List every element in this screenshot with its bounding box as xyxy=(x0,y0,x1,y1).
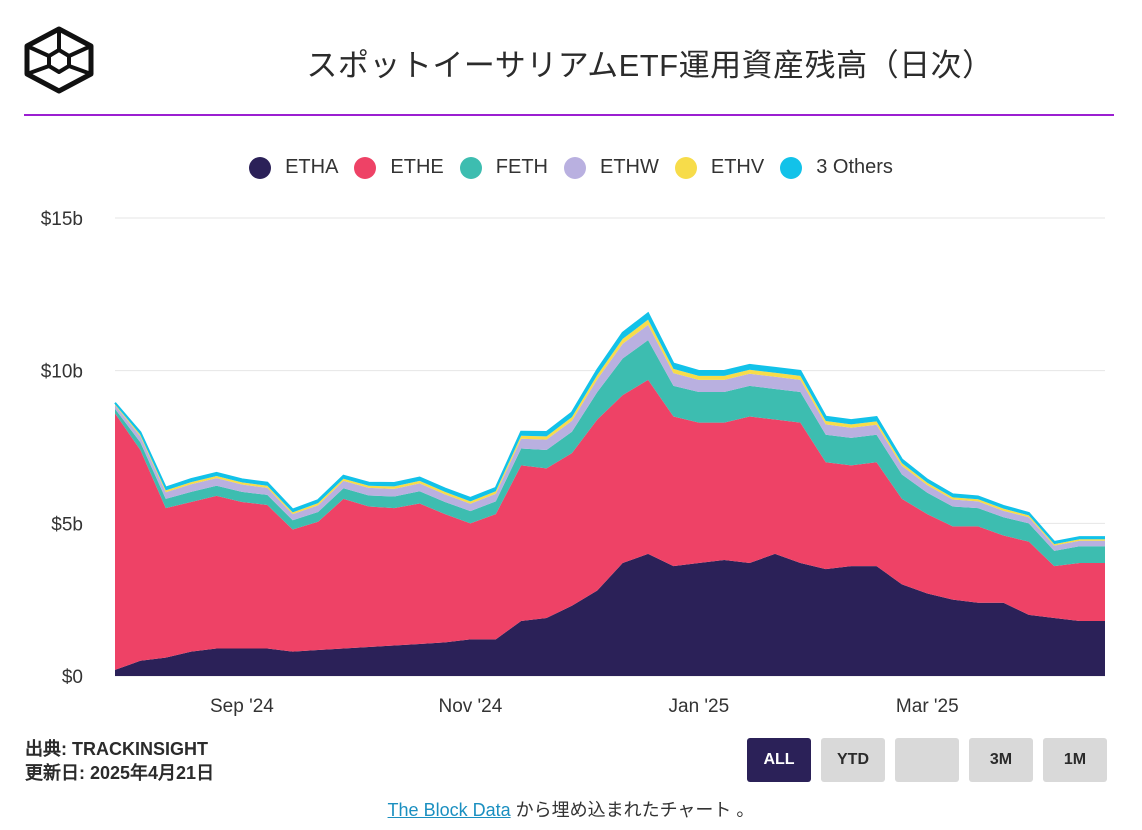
chart-title: スポットイーサリアムETF運用資産残高（日次） xyxy=(306,48,994,83)
x-tick-label: Sep '24 xyxy=(210,696,274,717)
stacked-area-chart: $0 $5b $10b $15b Sep '24 Nov '24 Jan '25 Mar '2… xyxy=(41,209,1105,717)
legend-dot-ethe xyxy=(354,156,377,179)
legend-item-ethv[interactable]: ETHV xyxy=(674,156,765,179)
source-block: 出典: TRACKINSIGHT 更新日: 2025年4月21日 xyxy=(25,737,214,785)
y-tick-label: $0 xyxy=(62,667,83,688)
x-tick-label: Nov '24 xyxy=(438,696,502,717)
legend-item-etha[interactable]: ETHA xyxy=(249,156,338,179)
embed-credit: The Block Data から埋め込まれたチャート 。 xyxy=(0,796,1142,822)
y-tick-label: $5b xyxy=(51,514,83,535)
area-series-feth xyxy=(115,340,1105,567)
legend-label-feth: FETH xyxy=(495,156,548,178)
legend-item-ethe[interactable]: ETHE xyxy=(354,156,444,179)
legend-dot-ethv xyxy=(674,156,697,179)
x-tick-label: Jan '25 xyxy=(669,696,730,717)
legend-item-feth[interactable]: FETH xyxy=(459,156,548,179)
legend-label-others: 3 Others xyxy=(816,156,893,178)
embed-credit-suffix: から埋め込まれたチャート 。 xyxy=(510,800,755,820)
legend-dot-ethw xyxy=(563,156,586,179)
updated-label: 更新日: 2025年4月21日 xyxy=(25,763,215,783)
legend-label-etha: ETHA xyxy=(285,156,339,178)
range-button-1m[interactable]: 1M xyxy=(1043,738,1107,782)
range-button-3m[interactable]: 3M xyxy=(969,738,1033,782)
legend-dot-etha xyxy=(249,156,272,179)
y-tick-label: $10b xyxy=(41,362,83,383)
x-tick-label: Mar '25 xyxy=(896,696,959,717)
area-series-ethw xyxy=(115,324,1105,551)
legend-label-ethv: ETHV xyxy=(710,156,765,178)
legend-dot-feth xyxy=(459,156,482,179)
area-series-ethe xyxy=(115,379,1105,670)
chart-legend: ETHA ETHE FETH ETHW ETHV 3 Others xyxy=(0,156,1142,179)
legend-item-others[interactable]: 3 Others xyxy=(780,156,893,179)
the-block-data-link[interactable]: The Block Data xyxy=(387,800,511,820)
legend-label-ethw: ETHW xyxy=(599,156,659,178)
title-divider xyxy=(24,114,1114,116)
brand-logo-icon xyxy=(24,26,94,94)
total-outline xyxy=(114,311,1105,544)
area-series-etha xyxy=(115,553,1105,676)
range-button-all[interactable]: ALL xyxy=(747,738,811,782)
legend-item-ethw[interactable]: ETHW xyxy=(563,156,659,179)
range-button-ytd[interactable]: YTD xyxy=(821,738,885,782)
source-label: 出典: TRACKINSIGHT xyxy=(25,739,208,759)
range-button-blank[interactable] xyxy=(895,738,959,782)
y-tick-label: $15b xyxy=(41,209,83,230)
legend-dot-others xyxy=(780,156,803,179)
legend-label-ethe: ETHE xyxy=(390,156,444,178)
